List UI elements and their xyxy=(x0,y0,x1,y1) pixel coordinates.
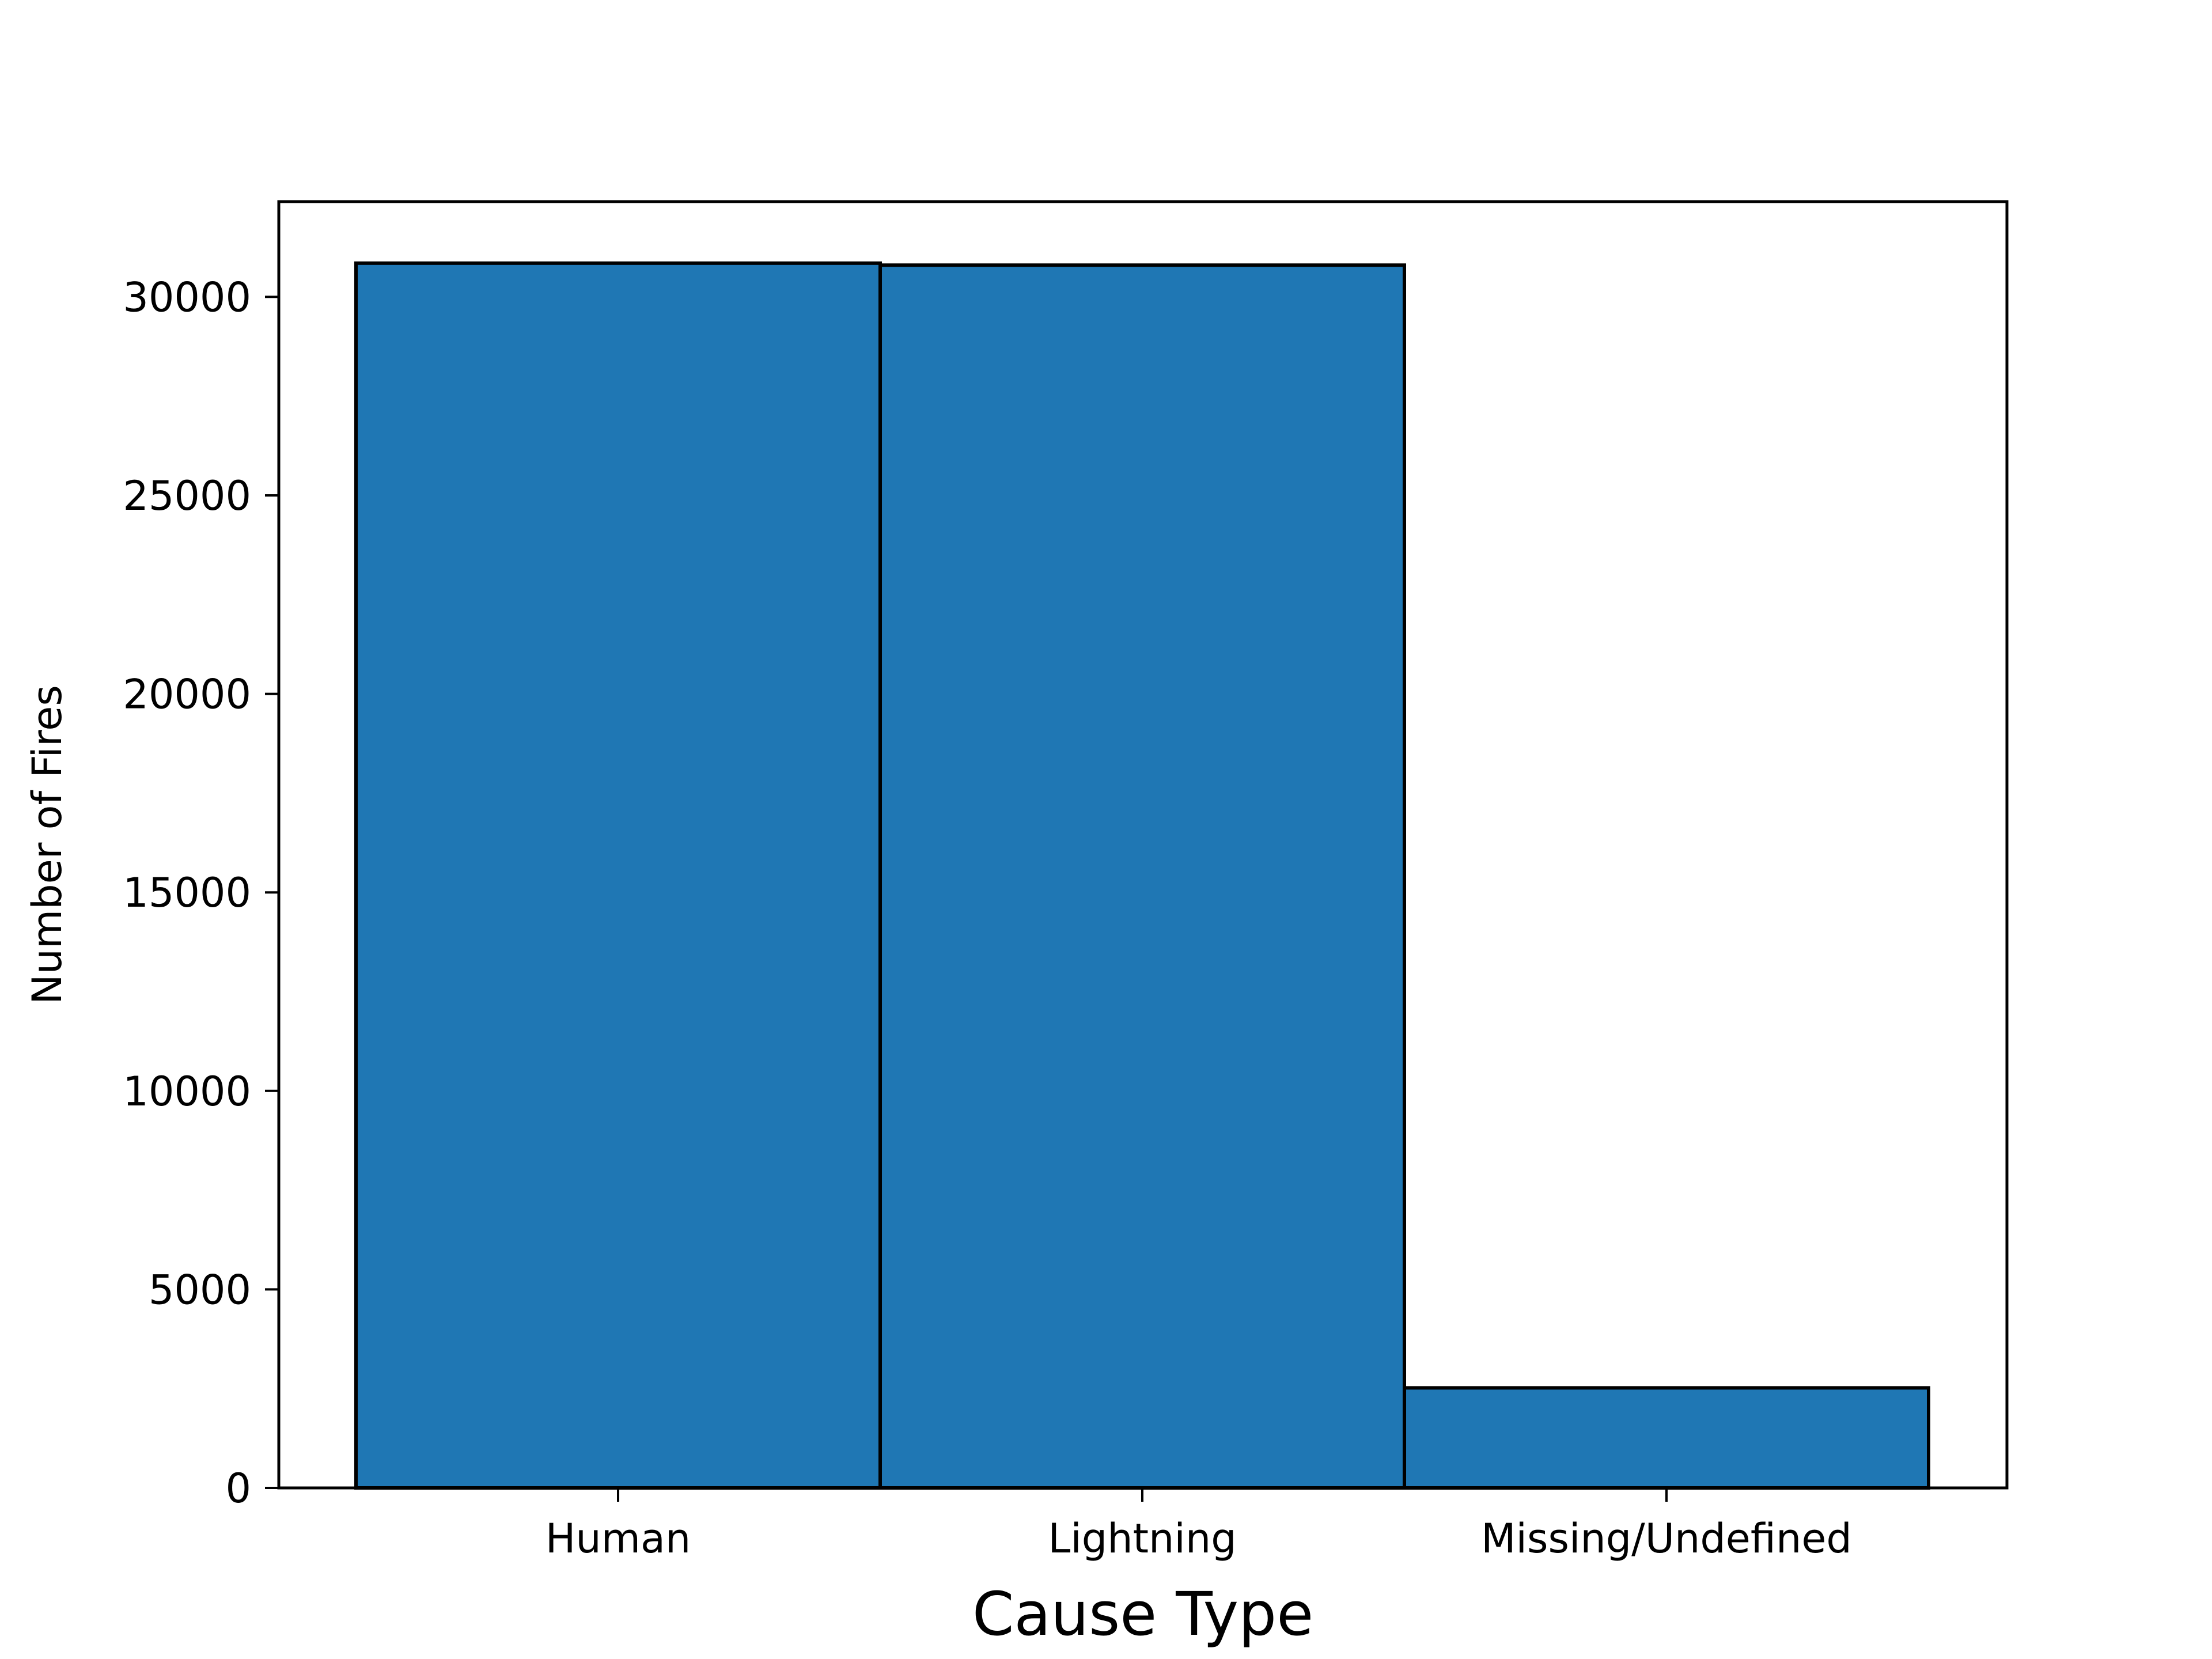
x-ticks-group: Human Lightning Missing/Undefined xyxy=(546,1488,1852,1562)
y-tick-label: 20000 xyxy=(123,671,251,718)
bar-missing-undefined xyxy=(1403,1386,1930,1490)
y-tick-label: 0 xyxy=(225,1465,251,1512)
bar-human xyxy=(354,261,882,1490)
y-tick-label: 25000 xyxy=(123,472,251,520)
x-tick-label: Missing/Undefined xyxy=(1481,1515,1852,1562)
bars-group xyxy=(354,261,1930,1490)
y-tick-label: 30000 xyxy=(123,274,251,321)
y-tick-label: 10000 xyxy=(123,1068,251,1115)
x-tick-label: Human xyxy=(546,1515,691,1562)
y-tick-label: 5000 xyxy=(149,1266,251,1313)
y-tick-label: 15000 xyxy=(123,869,251,916)
y-axis-label: Number of Fires xyxy=(24,685,71,1005)
x-tick-label: Lightning xyxy=(1048,1515,1236,1562)
x-axis-label: Cause Type xyxy=(972,1579,1313,1649)
axes-frame xyxy=(277,200,2009,1490)
bar-lightning xyxy=(878,263,1406,1490)
y-ticks-group: 0 5000 10000 15000 20000 25000 30000 xyxy=(123,274,279,1512)
